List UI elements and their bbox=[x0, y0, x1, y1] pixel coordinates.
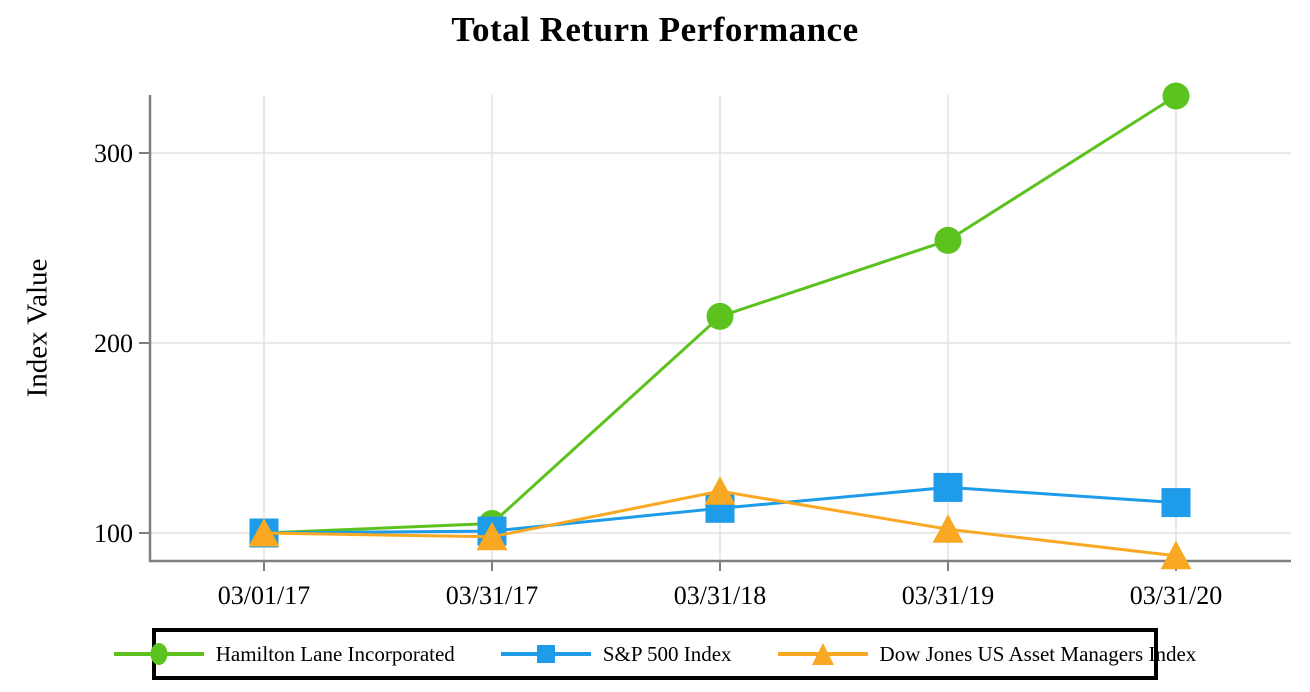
legend-item-label: Hamilton Lane Incorporated bbox=[215, 641, 455, 666]
x-tick-label: 03/31/18 bbox=[674, 581, 766, 610]
x-tick-label: 03/31/17 bbox=[446, 581, 538, 610]
legend-sample-marker bbox=[536, 645, 555, 663]
data-point-marker bbox=[248, 518, 280, 547]
data-point-marker bbox=[1161, 488, 1191, 518]
data-point-marker bbox=[934, 226, 962, 254]
legend-item: Hamilton Lane Incorporated bbox=[113, 640, 455, 668]
data-point-marker bbox=[1162, 82, 1190, 110]
chart-canvas: 100 200 300 03/01/17 03/31/17 03/31/18 03/31/1… bbox=[94, 82, 1291, 610]
data-point-marker bbox=[932, 514, 964, 543]
x-tick-label: 03/31/20 bbox=[1130, 581, 1222, 610]
data-point-marker bbox=[1160, 540, 1192, 570]
legend-item: S&P 500 Index bbox=[500, 640, 732, 668]
legend-item-label: S&P 500 Index bbox=[602, 641, 732, 666]
x-tick-label: 03/01/17 bbox=[218, 581, 310, 610]
legend-marker-circle-icon bbox=[113, 643, 204, 665]
legend: Hamilton Lane Incorporated S&P 500 Index D… bbox=[113, 628, 1196, 680]
data-point-marker bbox=[706, 302, 734, 330]
x-tick-label: 03/31/19 bbox=[902, 581, 994, 610]
legend-item-label: Dow Jones US Asset Managers Index bbox=[879, 641, 1197, 666]
legend-marker-triangle-icon bbox=[777, 643, 868, 665]
y-tick-label: 200 bbox=[94, 329, 133, 358]
legend-sample-marker bbox=[811, 643, 834, 665]
legend-marker-square-icon bbox=[500, 645, 591, 663]
legend-sample-marker bbox=[150, 643, 168, 665]
data-point-marker bbox=[476, 521, 508, 551]
chart-title: Total Return Performance bbox=[451, 10, 859, 49]
y-tick-label: 100 bbox=[94, 519, 133, 548]
y-tick-label: 300 bbox=[94, 139, 133, 168]
legend-item: Dow Jones US Asset Managers Index bbox=[777, 640, 1197, 668]
data-point-marker bbox=[933, 472, 963, 502]
data-point-marker bbox=[704, 476, 736, 505]
